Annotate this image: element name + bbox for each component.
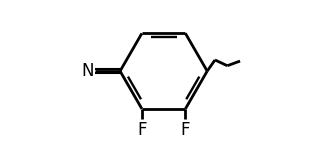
- Text: N: N: [81, 62, 94, 80]
- Text: F: F: [181, 121, 190, 139]
- Text: F: F: [137, 121, 146, 139]
